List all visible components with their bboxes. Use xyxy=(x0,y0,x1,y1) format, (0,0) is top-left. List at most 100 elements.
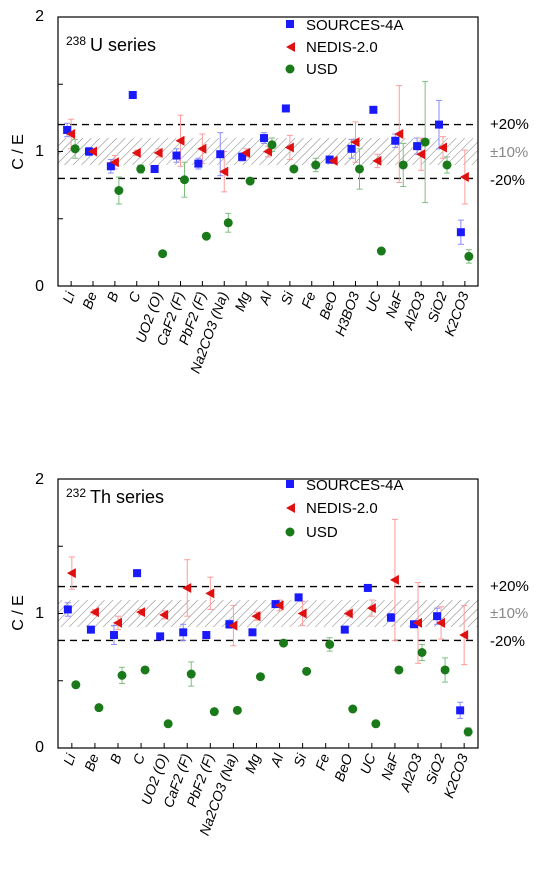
sources-4a-point xyxy=(225,620,234,629)
nedis-2-point xyxy=(436,617,446,628)
nedis-2-point xyxy=(182,582,192,593)
nedis-2-point xyxy=(394,129,404,140)
nedis-2-point xyxy=(241,147,251,158)
nedis-2-point xyxy=(389,574,399,585)
legend-circle-marker xyxy=(285,64,295,74)
chart-title: 238 U series xyxy=(66,34,156,55)
x-tick-label: Be xyxy=(79,289,100,311)
x-tick-label: UC xyxy=(357,751,379,776)
sources-4a-point xyxy=(413,142,422,151)
usd-point xyxy=(311,160,321,170)
title-superscript: 238 xyxy=(66,34,86,48)
nedis-2-point xyxy=(416,149,426,160)
usd-point xyxy=(117,670,127,680)
sources-4a-point xyxy=(238,152,247,161)
usd-point xyxy=(420,137,430,147)
x-tick-label: Al xyxy=(255,289,275,308)
legend: SOURCES-4A NEDIS-2.0 USD xyxy=(285,17,404,78)
nedis-2-point xyxy=(66,568,76,579)
legend-triangle-marker xyxy=(286,503,295,513)
nedis-2-point xyxy=(328,155,338,166)
usd-point xyxy=(140,665,150,675)
x-tick-label: Mg xyxy=(242,751,264,775)
nedis-2-point xyxy=(175,135,185,146)
band-label: ±10% xyxy=(490,605,528,622)
usd-point xyxy=(209,707,219,717)
sources-4a-point xyxy=(281,104,290,113)
sources-4a-point xyxy=(271,600,280,609)
sources-4a-point xyxy=(110,631,118,640)
sources-4a-point xyxy=(260,134,268,143)
x-tick-label: Al xyxy=(267,751,287,770)
nedis-2-point xyxy=(131,147,141,158)
x-tick-label: Mg xyxy=(231,289,253,313)
x-tick-label: B xyxy=(103,290,121,304)
nedis-2-point xyxy=(66,129,76,140)
usd-point xyxy=(440,665,450,675)
nedis-2-point xyxy=(343,608,353,619)
nedis-2-point xyxy=(350,137,360,148)
y-tick-label: 2 xyxy=(35,8,44,25)
sources-4a-point xyxy=(456,706,465,715)
nedis-2-point xyxy=(88,146,97,157)
sources-4a-point xyxy=(433,612,442,621)
sources-4a-point xyxy=(410,620,418,629)
usd-point xyxy=(325,639,335,649)
sources-4a-point xyxy=(294,593,303,602)
sources-4a-point xyxy=(202,631,211,640)
nedis-2-point xyxy=(263,146,272,157)
sources-4a-point xyxy=(106,162,115,171)
nedis-2-point xyxy=(459,630,469,641)
title-superscript: 232 xyxy=(66,486,86,500)
sources-4a-point xyxy=(248,628,257,637)
usd-point xyxy=(232,705,242,715)
legend: SOURCES-4A NEDIS-2.0 USD xyxy=(285,477,404,541)
usd-point xyxy=(442,160,452,170)
nedis-2-point xyxy=(159,609,169,620)
legend-label-sources: SOURCES-4A xyxy=(306,477,404,494)
title-main: U series xyxy=(90,35,156,55)
usd-point xyxy=(158,249,168,259)
nedis-2-point xyxy=(153,147,163,158)
nedis-2-point xyxy=(413,617,422,628)
sources-4a-point xyxy=(435,120,443,129)
x-tick-label: UC xyxy=(362,289,384,314)
minus20-label: -20% xyxy=(490,172,525,189)
usd-point xyxy=(417,648,427,658)
tolerance-band-10pct xyxy=(58,600,478,627)
x-tick-label: C xyxy=(125,289,144,305)
sources-4a-point xyxy=(369,105,378,114)
nedis-2-point xyxy=(459,172,469,183)
x-tick-label: BeO xyxy=(331,751,356,783)
sources-4a-point xyxy=(325,155,334,164)
y-tick-label: 0 xyxy=(35,278,44,295)
nedis-2-point xyxy=(366,603,376,614)
nedis-2-point xyxy=(109,157,119,168)
sources-4a-point xyxy=(133,569,142,578)
sources-4a-point xyxy=(156,632,165,641)
nedis-2-point xyxy=(89,607,99,618)
usd-point xyxy=(163,719,173,729)
y-tick-label: 1 xyxy=(35,605,44,622)
legend-label-nedis: NEDIS-2.0 xyxy=(306,500,378,517)
nedis-2-point xyxy=(197,143,207,154)
sources-4a-point xyxy=(347,144,356,153)
sources-4a-point xyxy=(172,151,181,160)
usd-point xyxy=(180,175,189,185)
x-tick-label: NaF xyxy=(378,750,403,782)
sources-4a-point xyxy=(456,228,465,237)
y-tick-label: 1 xyxy=(35,143,44,160)
nedis-2-point xyxy=(251,611,261,622)
usd-point xyxy=(371,719,381,729)
plus20-label: +20% xyxy=(490,578,529,595)
legend-circle-marker xyxy=(285,527,295,537)
y-tick-label: 2 xyxy=(35,471,44,488)
x-tick-label: Si xyxy=(277,289,297,307)
legend-label-sources: SOURCES-4A xyxy=(306,17,404,34)
usd-point xyxy=(464,251,474,261)
nedis-2-point xyxy=(219,166,229,177)
